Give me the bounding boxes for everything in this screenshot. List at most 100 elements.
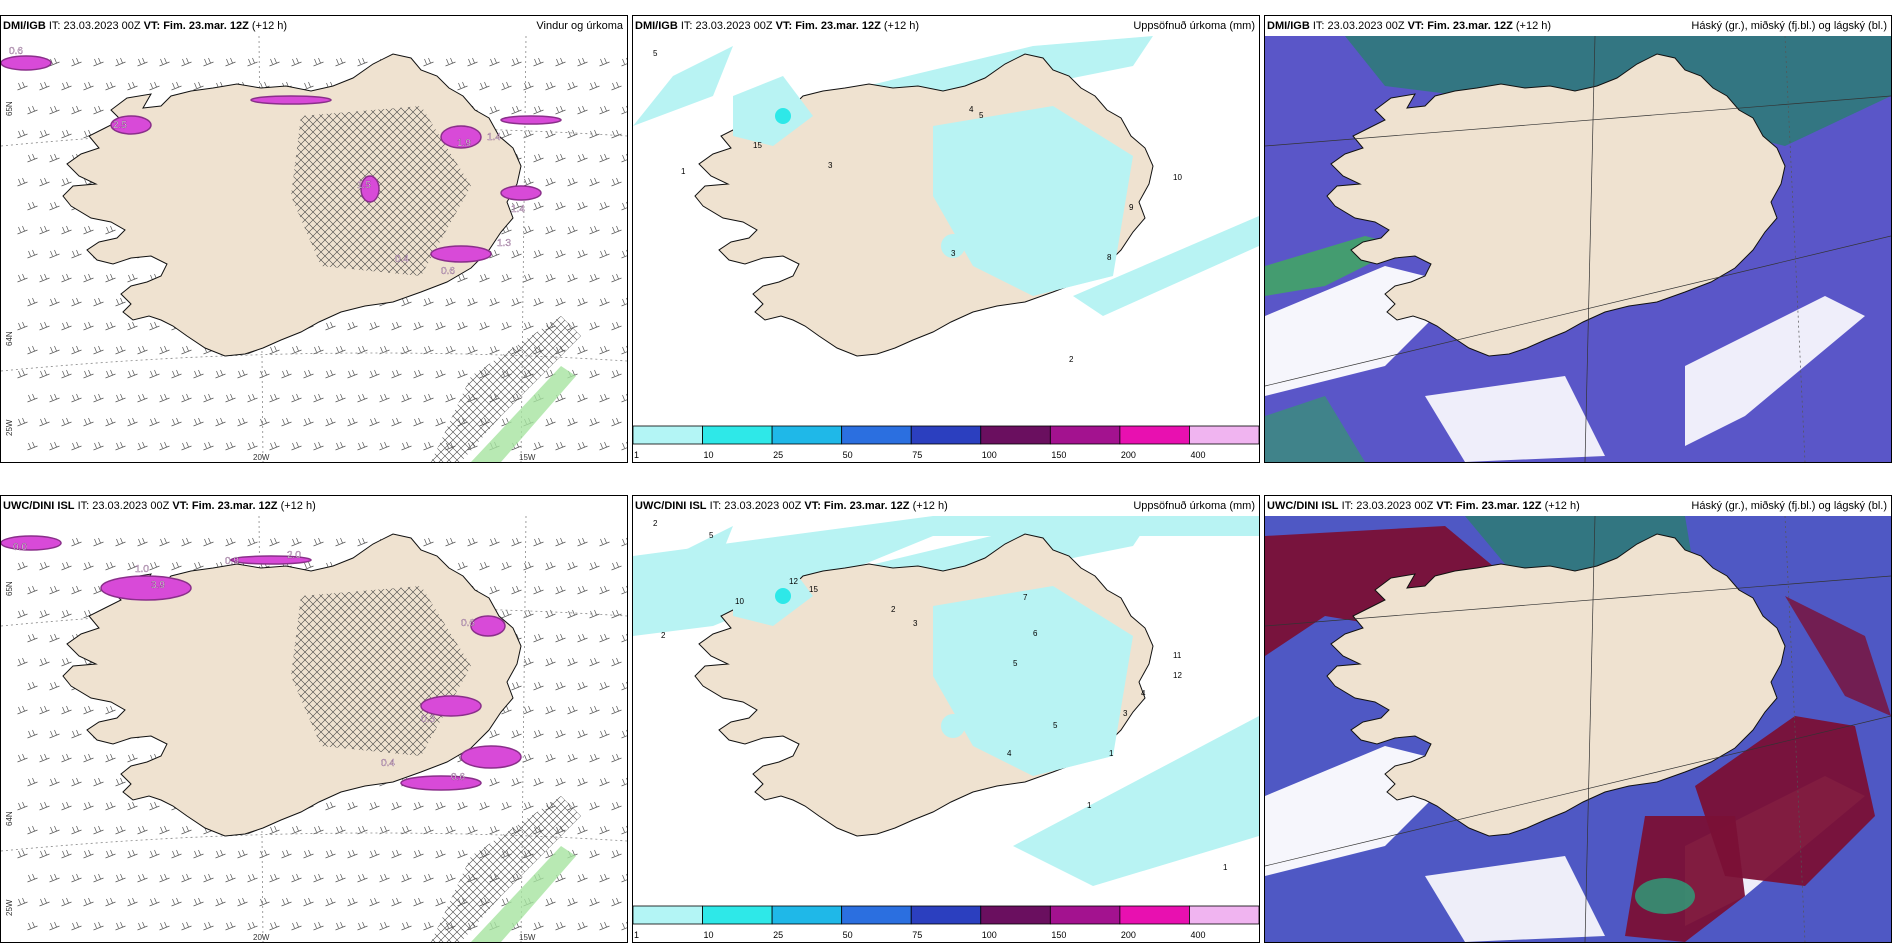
accum-area (733, 76, 813, 146)
precip-label: 0.6 (441, 266, 455, 277)
precip-area (250, 95, 332, 105)
precip-label: 1.5 (357, 180, 371, 191)
colorbar-swatch (910, 905, 982, 925)
accum-label: 7 (1023, 593, 1028, 602)
accum-swath (633, 516, 1259, 636)
precip-area (360, 175, 380, 203)
grid-line (1584, 36, 1596, 462)
precip-label: 2.0 (287, 550, 301, 561)
high-cloud (1785, 596, 1891, 716)
colorbar-label: 50 (842, 930, 853, 940)
colorbar-swatch (841, 425, 912, 445)
colorbar-swatch (1119, 425, 1190, 445)
precip-area (1, 535, 62, 551)
lon-tick: 20W (253, 453, 270, 462)
colorbar-label: 1 (634, 450, 640, 460)
lon-tick: 20W (253, 933, 270, 942)
accum-label: 9 (1129, 203, 1134, 212)
accum-label: 3 (913, 619, 918, 628)
colorbar-swatch (1049, 905, 1121, 925)
hatched-area (431, 316, 581, 462)
lon-tick: 25W (5, 419, 14, 436)
panel-dmi-wind: DMI/IGB IT: 23.03.2023 00Z VT: Fim. 23.m… (0, 15, 628, 463)
colorbar-label: 10 (703, 450, 714, 460)
precip-label: 1.9 (457, 138, 471, 149)
colorbar-label: 25 (773, 450, 784, 460)
colorbar-swatch (980, 905, 1051, 925)
accum-label: 1 (1087, 801, 1092, 810)
colorbar-label: 50 (842, 450, 853, 460)
accum-label: 5 (709, 531, 714, 540)
grid-line (1265, 235, 1891, 387)
precip-area (470, 615, 506, 637)
clear-area (1685, 296, 1865, 446)
accum-label: 11 (1173, 651, 1182, 660)
accum-label: 12 (789, 577, 798, 586)
precip-label: 0.6 (9, 46, 23, 57)
accum-area (941, 234, 965, 258)
colorbar-label: 150 (1051, 930, 1067, 940)
colorbar-label: 75 (912, 450, 923, 460)
accum-label: 1 (681, 167, 686, 176)
panel-title: Háský (gr.), miðský (fj.bl.) og lágský (… (1691, 500, 1887, 512)
accum-swath (1073, 216, 1259, 316)
colorbar-label: 400 (1190, 930, 1206, 940)
accum-area (733, 556, 813, 626)
accum-label: 2 (653, 519, 658, 528)
precip-area (110, 115, 152, 135)
accum-label: 2 (891, 605, 896, 614)
accum-label: 15 (809, 585, 818, 594)
precip-label: 1.4 (487, 132, 501, 143)
panel-header: UWC/DINI ISL IT: 23.03.2023 00Z VT: Fim.… (3, 500, 316, 512)
precip-area (400, 775, 482, 791)
accum-swath (1013, 716, 1259, 886)
lon-tick: 15W (519, 933, 536, 942)
colorbar-swatch (910, 425, 982, 445)
precip-label: 1.4 (511, 204, 525, 215)
accum-label: 2 (1069, 355, 1074, 364)
wind-precip-map: 0.6 2.5 1.9 1.4 1.5 1.4 0.4 0.6 1.3 (1, 36, 627, 462)
hatched-area (291, 586, 471, 756)
accum-area (933, 586, 1133, 776)
colorbar-label: 200 (1120, 450, 1136, 460)
colorbar-svg (633, 905, 1259, 925)
colorbar-label: 200 (1120, 930, 1136, 940)
accum-label: 3 (951, 249, 956, 258)
accum-label: 10 (735, 597, 744, 606)
accum-label: 2 (661, 631, 666, 640)
precip-area (460, 745, 522, 769)
colorbar-swatch (633, 425, 703, 445)
colorbar-swatch (1189, 905, 1259, 925)
iceland-landmass (1326, 53, 1786, 357)
accumulated-precip-map: 5 1 15 3 4 10 9 8 3 5 2 (633, 36, 1259, 420)
accum-label: 10 (1173, 173, 1182, 182)
accum-swath (633, 46, 733, 126)
precip-label: 3.9 (151, 580, 165, 591)
accum-label: 5 (653, 49, 658, 58)
accum-label: 5 (1053, 721, 1058, 730)
hatched-area (431, 796, 581, 942)
precip-label: 0.9 (225, 556, 239, 567)
grid-line (1584, 516, 1596, 942)
accum-area (933, 106, 1133, 296)
colorbar-swatch (1049, 425, 1121, 445)
low-cloud (1635, 878, 1695, 914)
lat-tick: 65N (5, 581, 14, 596)
colorbar: 1 10 25 50 75 100 150 200 400 (633, 420, 1259, 462)
lat-tick: 65N (5, 101, 14, 116)
precip-label: 0.3 (421, 714, 435, 725)
panel-header: UWC/DINI ISL IT: 23.03.2023 00Z VT: Fim.… (1267, 500, 1580, 512)
panel-uwc-cloud: UWC/DINI ISL IT: 23.03.2023 00Z VT: Fim.… (1264, 495, 1892, 943)
colorbar-swatch (771, 905, 843, 925)
accum-label: 6 (1033, 629, 1038, 638)
grid-line (1265, 575, 1891, 627)
precip-area (500, 115, 562, 125)
panel-title: Vindur og úrkoma (536, 20, 623, 32)
accum-core (775, 588, 791, 604)
colorbar-swatch (841, 905, 912, 925)
panel-header: DMI/IGB IT: 23.03.2023 00Z VT: Fim. 23.m… (635, 20, 920, 32)
accum-label: 5 (979, 111, 984, 120)
grid-line (1784, 516, 1806, 942)
grid-line (1265, 95, 1891, 147)
